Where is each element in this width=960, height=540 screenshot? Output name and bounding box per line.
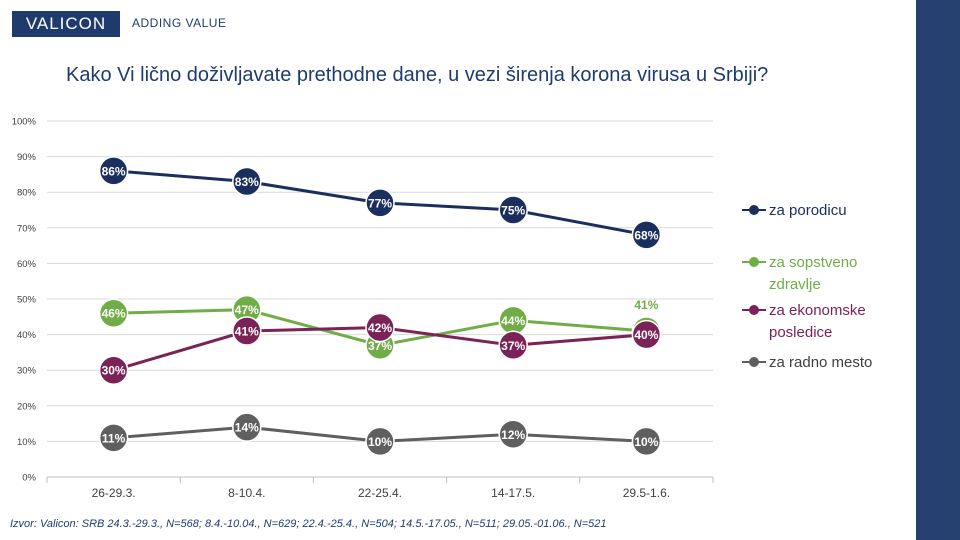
legend-item: za ekonomske posledice — [742, 300, 889, 344]
legend-label: za ekonomske posledice — [769, 302, 866, 341]
y-tick-label: 20% — [17, 401, 37, 412]
y-tick-label: 0% — [22, 473, 36, 484]
data-label: 37% — [501, 339, 525, 353]
x-tick-label: 22-25.4. — [358, 486, 402, 500]
data-point — [365, 426, 395, 457]
data-label: 12% — [501, 428, 525, 442]
data-point — [232, 412, 262, 442]
data-label: 47% — [235, 303, 259, 317]
y-tick-label: 50% — [17, 295, 37, 306]
y-tick-label: 90% — [17, 152, 37, 163]
data-point — [98, 423, 129, 453]
data-label: 10% — [634, 435, 658, 449]
data-label: 10% — [368, 435, 392, 449]
y-tick-label: 40% — [17, 330, 37, 341]
x-tick-label: 14-17.5. — [491, 486, 535, 500]
legend-label: za radno mesto — [769, 354, 873, 371]
y-tick-label: 70% — [17, 223, 37, 234]
data-label: 83% — [235, 175, 259, 189]
brand-tagline: ADDING VALUE — [132, 16, 227, 30]
legend-marker — [742, 352, 766, 372]
data-label: 37% — [368, 339, 392, 353]
data-label: 11% — [102, 431, 126, 445]
y-tick-label: 10% — [17, 437, 37, 448]
data-point — [498, 195, 528, 225]
data-label: 44% — [501, 314, 525, 328]
legend-item: za sopstveno zdravlje — [742, 252, 889, 296]
data-label: 42% — [368, 321, 392, 335]
data-point — [98, 355, 129, 385]
data-point — [365, 312, 395, 343]
data-point — [631, 426, 662, 457]
legend-label: za porodicu — [769, 202, 847, 219]
data-label: 40% — [634, 328, 658, 342]
data-point — [232, 316, 262, 346]
x-tick-label: 26-29.3. — [92, 486, 136, 500]
x-tick-label: 29.5-1.6. — [623, 486, 670, 500]
legend-marker — [742, 252, 766, 272]
data-point — [232, 166, 262, 197]
side-accent-bar — [916, 0, 960, 540]
data-label: 86% — [102, 164, 126, 178]
data-label: 14% — [235, 421, 259, 435]
y-tick-label: 30% — [17, 366, 37, 377]
data-label: 46% — [102, 307, 126, 321]
data-point — [98, 298, 129, 328]
y-tick-label: 100% — [12, 117, 37, 128]
legend-label: za sopstveno zdravlje — [769, 254, 858, 293]
data-label: 41% — [634, 298, 658, 312]
x-tick-label: 8-10.4. — [228, 486, 265, 500]
data-label: 77% — [368, 196, 392, 210]
legend-marker — [742, 300, 766, 320]
data-point — [498, 419, 528, 450]
axes: 0% 10% 20% 30% 40% 50% 60% 70% 80% 90% 100% 26-29.3… — [12, 117, 714, 500]
legend-marker — [742, 200, 766, 220]
data-point — [631, 220, 662, 250]
data-label: 75% — [501, 204, 525, 218]
data-label: 30% — [102, 364, 126, 378]
y-tick-label: 80% — [17, 188, 37, 199]
data-point — [498, 330, 528, 361]
data-point — [365, 188, 395, 218]
brand-logo: VALICON — [12, 11, 120, 37]
data-label: 68% — [634, 228, 658, 242]
data-point — [98, 156, 129, 186]
y-tick-label: 60% — [17, 259, 37, 270]
legend-item: za radno mesto — [742, 352, 889, 374]
data-label: 41% — [235, 325, 259, 339]
legend-item: za porodicu — [742, 200, 889, 222]
data-point — [631, 319, 662, 350]
data-points: 41% 86% 83% 77% 75% 68% 46% 47% 37% 44% 30% 41% 42% 3… — [98, 156, 662, 457]
chart-title: Kako Vi lično doživljavate prethodne dan… — [66, 64, 769, 86]
source-note: Izvor: Valicon: SRB 24.3.-29.3., N=568; … — [10, 518, 607, 530]
